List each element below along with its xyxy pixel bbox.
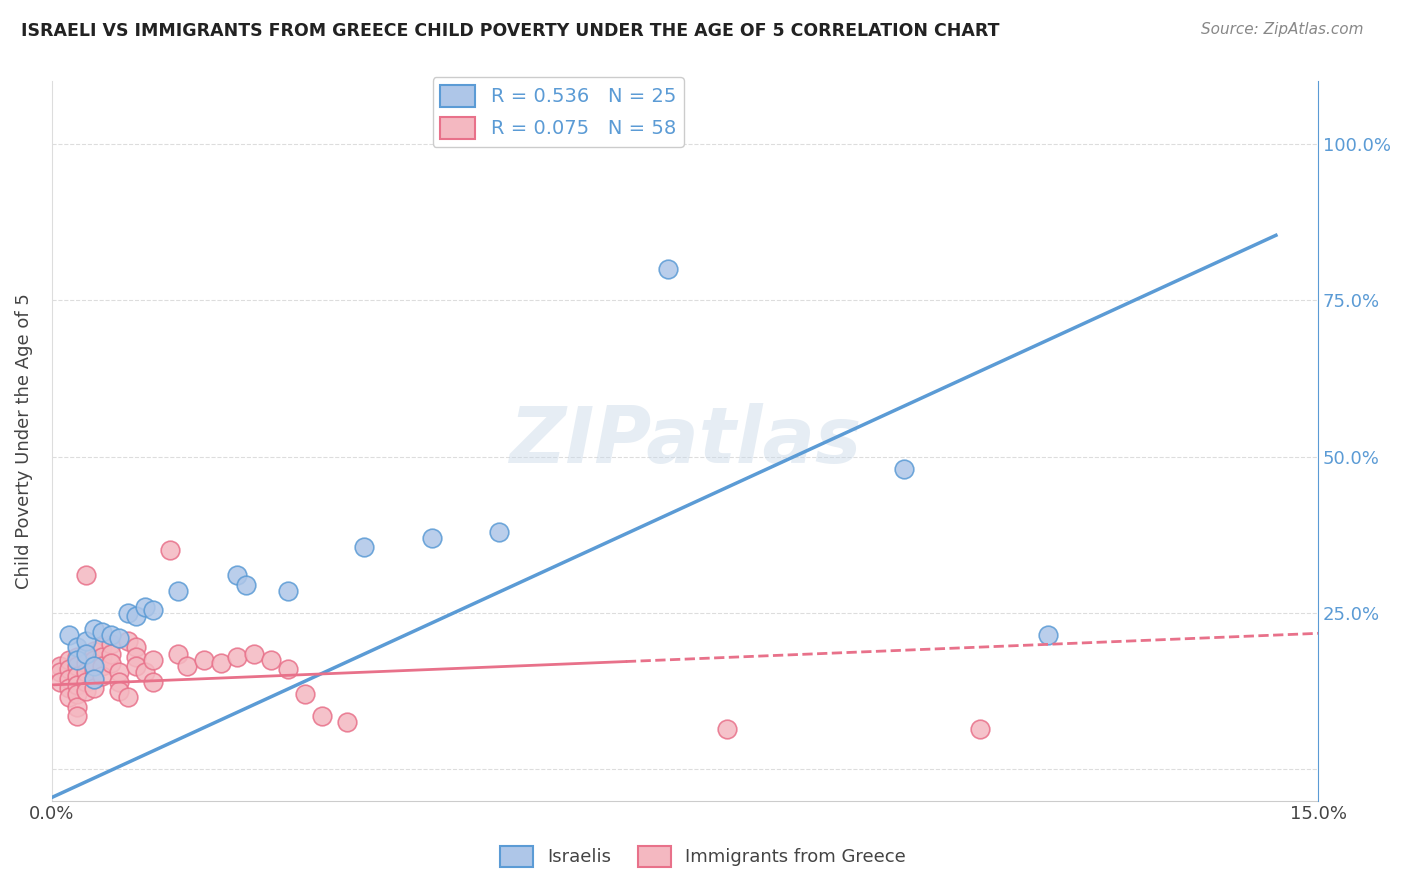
Point — [142, 603, 165, 617]
Point — [66, 659, 89, 673]
Point — [58, 653, 80, 667]
Point — [277, 584, 299, 599]
Point — [125, 609, 148, 624]
Point — [134, 599, 156, 614]
Point — [108, 665, 131, 680]
Point — [159, 543, 181, 558]
Point — [142, 674, 165, 689]
Point — [49, 659, 72, 673]
Point — [125, 640, 148, 655]
Point — [142, 653, 165, 667]
Point — [58, 681, 80, 695]
Point — [75, 634, 97, 648]
Point — [125, 649, 148, 664]
Point — [75, 674, 97, 689]
Point — [294, 687, 316, 701]
Point — [91, 624, 114, 639]
Point — [66, 649, 89, 664]
Point — [100, 647, 122, 661]
Point — [91, 668, 114, 682]
Point — [277, 662, 299, 676]
Y-axis label: Child Poverty Under the Age of 5: Child Poverty Under the Age of 5 — [15, 293, 32, 589]
Point — [167, 584, 190, 599]
Point — [193, 653, 215, 667]
Point — [209, 656, 232, 670]
Point — [167, 647, 190, 661]
Point — [117, 606, 139, 620]
Point — [83, 622, 105, 636]
Point — [83, 653, 105, 667]
Text: Source: ZipAtlas.com: Source: ZipAtlas.com — [1201, 22, 1364, 37]
Point — [75, 684, 97, 698]
Point — [108, 684, 131, 698]
Point — [420, 531, 443, 545]
Point — [117, 690, 139, 705]
Point — [353, 541, 375, 555]
Text: ZIPatlas: ZIPatlas — [509, 403, 860, 479]
Point — [58, 662, 80, 676]
Point — [716, 722, 738, 736]
Point — [75, 568, 97, 582]
Point — [969, 722, 991, 736]
Point — [83, 659, 105, 673]
Point — [226, 568, 249, 582]
Point — [83, 662, 105, 676]
Point — [108, 674, 131, 689]
Point — [243, 647, 266, 661]
Point — [657, 262, 679, 277]
Point — [100, 656, 122, 670]
Point — [311, 709, 333, 723]
Point — [66, 687, 89, 701]
Point — [75, 647, 97, 661]
Point — [66, 709, 89, 723]
Point — [134, 665, 156, 680]
Point — [100, 637, 122, 651]
Point — [125, 659, 148, 673]
Point — [83, 643, 105, 657]
Point — [58, 690, 80, 705]
Point — [58, 672, 80, 686]
Point — [66, 699, 89, 714]
Point — [488, 524, 510, 539]
Legend: Israelis, Immigrants from Greece: Israelis, Immigrants from Greece — [494, 838, 912, 874]
Point — [100, 628, 122, 642]
Point — [66, 678, 89, 692]
Point — [83, 672, 105, 686]
Point — [91, 659, 114, 673]
Point — [58, 628, 80, 642]
Legend: R = 0.536   N = 25, R = 0.075   N = 58: R = 0.536 N = 25, R = 0.075 N = 58 — [433, 77, 685, 147]
Point — [235, 578, 257, 592]
Point — [176, 659, 198, 673]
Point — [336, 715, 359, 730]
Point — [83, 672, 105, 686]
Point — [75, 665, 97, 680]
Point — [49, 674, 72, 689]
Point — [66, 653, 89, 667]
Text: ISRAELI VS IMMIGRANTS FROM GREECE CHILD POVERTY UNDER THE AGE OF 5 CORRELATION C: ISRAELI VS IMMIGRANTS FROM GREECE CHILD … — [21, 22, 1000, 40]
Point — [91, 649, 114, 664]
Point — [260, 653, 283, 667]
Point — [1036, 628, 1059, 642]
Point — [226, 649, 249, 664]
Point — [75, 647, 97, 661]
Point — [75, 656, 97, 670]
Point — [83, 681, 105, 695]
Point — [117, 634, 139, 648]
Point — [893, 462, 915, 476]
Point — [49, 665, 72, 680]
Point — [66, 640, 89, 655]
Point — [108, 631, 131, 645]
Point — [91, 640, 114, 655]
Point — [66, 668, 89, 682]
